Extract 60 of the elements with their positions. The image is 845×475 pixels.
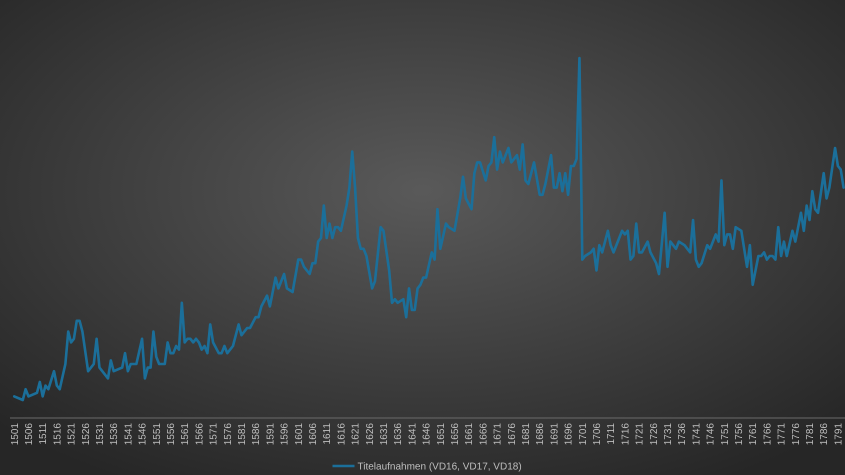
- x-tick-label: 1686: [535, 422, 546, 446]
- x-tick-label: 1676: [506, 422, 518, 446]
- x-tick-label: 1536: [109, 422, 120, 446]
- x-tick-label: 1501: [10, 422, 21, 446]
- x-tick-label: 1656: [450, 422, 461, 446]
- x-tick-label: 1506: [24, 422, 35, 446]
- x-tick-label: 1511: [38, 422, 50, 445]
- x-tick-label: 1611: [322, 422, 334, 445]
- x-tick-label: 1526: [80, 422, 92, 446]
- x-tick-label: 1551: [152, 422, 163, 446]
- x-tick-label: 1556: [166, 422, 177, 446]
- x-tick-label: 1781: [805, 422, 816, 446]
- x-tick-label: 1586: [251, 422, 262, 446]
- x-tick-label: 1521: [66, 422, 78, 446]
- x-tick-label: 1601: [294, 422, 305, 446]
- x-tick-label: 1571: [208, 422, 220, 446]
- x-tick-label: 1666: [478, 422, 490, 446]
- x-tick-label: 1581: [236, 422, 248, 446]
- x-tick-label: 1756: [734, 422, 745, 446]
- x-tick-label: 1726: [648, 422, 660, 446]
- x-tick-label: 1671: [492, 422, 504, 446]
- x-tick-label: 1636: [393, 422, 404, 446]
- x-tick-label: 1596: [280, 422, 291, 446]
- x-tick-label: 1751: [720, 422, 731, 446]
- x-tick-label: 1736: [677, 422, 688, 446]
- x-tick-label: 1561: [180, 422, 192, 446]
- x-tick-label: 1661: [464, 422, 476, 446]
- x-tick-label: 1746: [706, 422, 717, 446]
- x-tick-label: 1641: [407, 422, 418, 446]
- x-tick-label: 1741: [691, 422, 702, 446]
- x-tick-label: 1691: [549, 422, 560, 446]
- x-tick-label: 1721: [634, 422, 646, 446]
- x-tick-label: 1711: [606, 422, 618, 445]
- x-tick-label: 1631: [378, 422, 390, 446]
- x-tick-label: 1616: [336, 422, 348, 446]
- x-tick-label: 1651: [436, 422, 447, 446]
- x-tick-label: 1546: [138, 422, 149, 446]
- x-tick-label: 1706: [592, 422, 603, 446]
- x-tick-label: 1716: [620, 422, 632, 446]
- x-tick-label: 1786: [819, 422, 830, 446]
- x-tick-label: 1646: [422, 422, 433, 446]
- x-tick-label: 1516: [52, 422, 64, 446]
- x-tick-label: 1576: [222, 422, 234, 446]
- x-tick-label: 1591: [265, 422, 276, 446]
- x-tick-label: 1541: [123, 422, 134, 446]
- x-tick-label: 1766: [762, 422, 774, 446]
- x-tick-label: 1696: [564, 422, 575, 446]
- x-tick-label: 1681: [520, 422, 532, 446]
- x-tick-label: 1566: [194, 422, 206, 446]
- x-tick-label: 1776: [790, 422, 802, 446]
- x-tick-label: 1791: [833, 422, 844, 446]
- x-tick-label: 1771: [776, 422, 788, 446]
- legend-label: Titelaufnahmen (VD16, VD17, VD18): [358, 462, 522, 472]
- x-tick-label: 1761: [748, 422, 760, 446]
- x-tick-label: 1701: [578, 422, 589, 446]
- x-tick-label: 1731: [662, 422, 674, 446]
- x-tick-label: 1626: [364, 422, 376, 446]
- x-tick-label: 1606: [308, 422, 319, 446]
- x-tick-label: 1531: [94, 422, 106, 446]
- x-tick-label: 1621: [350, 422, 362, 446]
